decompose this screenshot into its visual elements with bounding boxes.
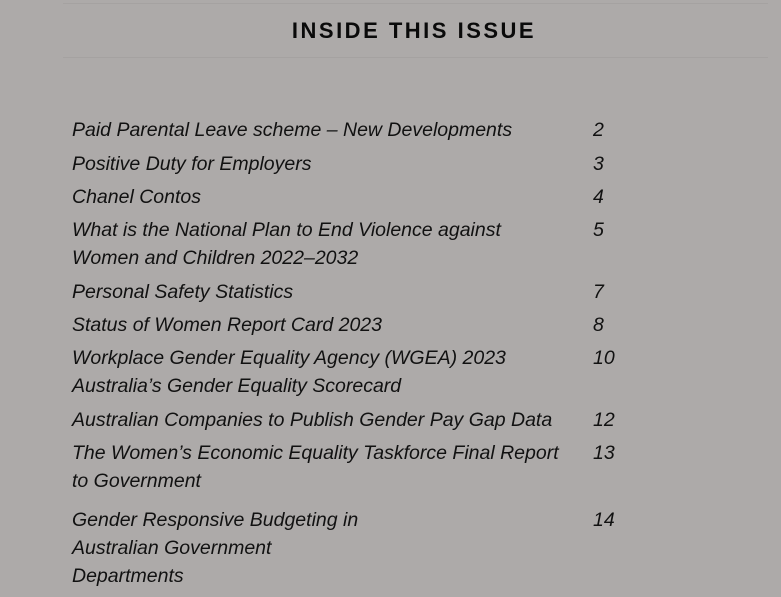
toc-item[interactable]: Status of Women Report Card 2023 8 bbox=[72, 311, 672, 339]
toc-item-title: Paid Parental Leave scheme – New Develop… bbox=[72, 119, 513, 141]
top-divider bbox=[63, 3, 768, 4]
toc-item-page: 10 bbox=[593, 347, 615, 369]
title-divider bbox=[63, 57, 768, 58]
toc-item[interactable]: Australian Companies to Publish Gender P… bbox=[72, 406, 672, 434]
toc-item-page: 14 bbox=[593, 509, 615, 531]
toc-item-title: What is the National Plan to End Violenc… bbox=[72, 219, 501, 269]
toc-item-title: Gender Responsive Budgeting in Australia… bbox=[72, 509, 359, 587]
toc-item-title: Workplace Gender Equality Agency (WGEA) … bbox=[72, 347, 506, 397]
toc-item[interactable]: Paid Parental Leave scheme – New Develop… bbox=[72, 116, 672, 144]
toc-item-page: 7 bbox=[593, 281, 604, 303]
toc-item-page: 5 bbox=[593, 219, 604, 241]
toc-item-title: Positive Duty for Employers bbox=[72, 153, 312, 175]
toc-item[interactable]: Gender Responsive Budgeting in Australia… bbox=[72, 506, 672, 590]
toc-item[interactable]: Workplace Gender Equality Agency (WGEA) … bbox=[72, 344, 672, 400]
toc-item-title: Status of Women Report Card 2023 bbox=[72, 314, 382, 336]
toc-item-title: Chanel Contos bbox=[72, 186, 201, 208]
toc-item-title: The Women’s Economic Equality Taskforce … bbox=[72, 442, 559, 492]
toc-item-page: 3 bbox=[593, 153, 604, 175]
section-title: INSIDE THIS ISSUE bbox=[291, 18, 537, 43]
toc-item-page: 8 bbox=[593, 314, 604, 336]
toc-item-page: 4 bbox=[593, 186, 604, 208]
toc-item-page: 12 bbox=[593, 409, 615, 431]
toc-item[interactable]: The Women’s Economic Equality Taskforce … bbox=[72, 439, 672, 495]
toc-item[interactable]: What is the National Plan to End Violenc… bbox=[72, 216, 672, 272]
toc-item[interactable]: Chanel Contos 4 bbox=[72, 183, 672, 211]
toc-item-page: 13 bbox=[593, 442, 615, 464]
toc-item[interactable]: Personal Safety Statistics 7 bbox=[72, 278, 672, 306]
toc-item-title: Australian Companies to Publish Gender P… bbox=[72, 409, 553, 431]
toc-item[interactable]: Positive Duty for Employers 3 bbox=[72, 150, 672, 178]
toc-item-page: 2 bbox=[593, 119, 604, 141]
toc-item-title: Personal Safety Statistics bbox=[72, 281, 294, 303]
